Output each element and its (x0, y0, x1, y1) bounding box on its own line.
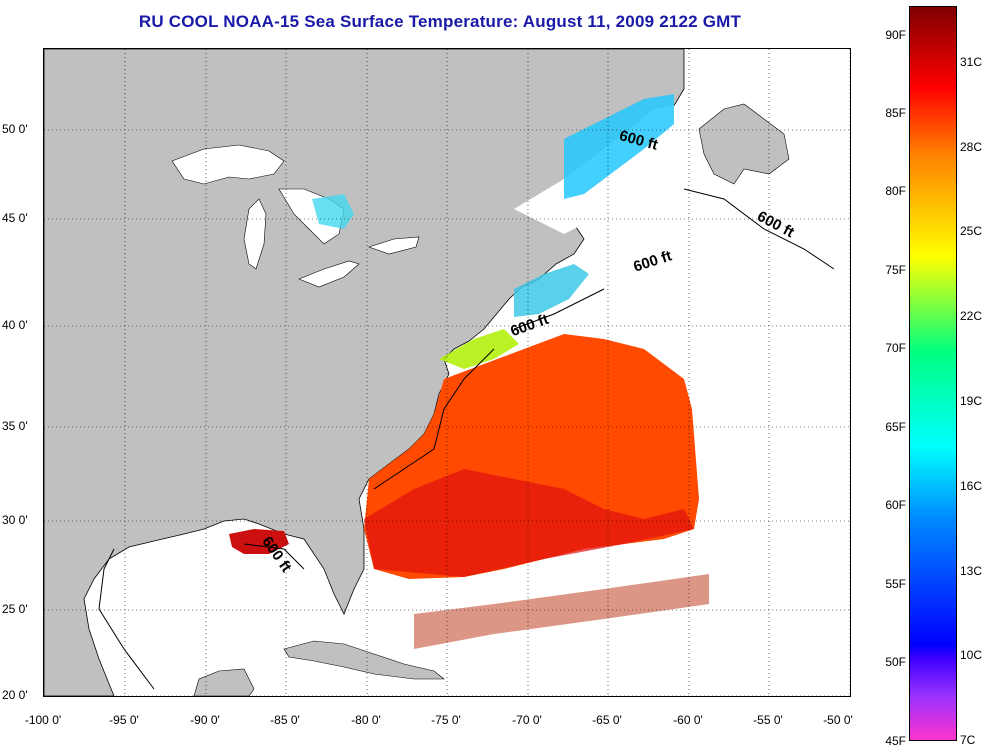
cuba-island (283, 640, 445, 680)
newfoundland (698, 103, 790, 185)
colorbar-c-label: 16C (960, 479, 983, 493)
colorbar-f-label: 45F (885, 734, 906, 748)
lon-label: -80 0' (351, 713, 381, 727)
midatlantic-sst (439, 329, 519, 369)
lon-label: -85 0' (270, 713, 300, 727)
lat-label: 40 0' (2, 318, 28, 332)
colorbar-f-label: 75F (885, 263, 906, 277)
colorbar-f-label: 70F (885, 341, 906, 355)
colorbar-c-label: 10C (960, 648, 983, 662)
sst-map[interactable] (43, 48, 851, 697)
lon-label: -70 0' (512, 713, 542, 727)
map-title: RU COOL NOAA-15 Sea Surface Temperature:… (138, 12, 742, 31)
colorbar-c-label: 28C (960, 140, 983, 154)
lon-label: -55 0' (753, 713, 783, 727)
warm-sst-core (364, 469, 694, 577)
yucatan (193, 668, 255, 696)
lon-label: -50 0' (823, 713, 853, 727)
colorbar-f-label: 80F (885, 184, 906, 198)
lake-erie (298, 260, 360, 288)
colorbar-c-label: 25C (960, 224, 983, 238)
lon-label: -75 0' (431, 713, 461, 727)
cool-lake-sst (312, 194, 354, 229)
lon-label: -60 0' (673, 713, 703, 727)
temperature-colorbar (909, 6, 957, 741)
colorbar-f-label: 90F (885, 28, 906, 42)
lat-label: 35 0' (2, 419, 28, 433)
orbit-stripe (414, 574, 709, 649)
lake-ontario (368, 236, 420, 255)
lon-label: -90 0' (190, 713, 220, 727)
colorbar-f-label: 85F (885, 106, 906, 120)
colorbar-f-label: 65F (885, 420, 906, 434)
colorbar-c-label: 22C (960, 309, 983, 323)
lon-label: -100 0' (24, 713, 62, 727)
colorbar-c-label: 7C (960, 733, 976, 747)
shelf-sst (514, 264, 589, 317)
lake-michigan (243, 198, 267, 270)
colorbar-f-label: 50F (885, 655, 906, 669)
lat-label: 45 0' (2, 211, 28, 225)
lake-superior (171, 144, 285, 185)
colorbar-f-label: 60F (885, 498, 906, 512)
colorbar-c-label: 31C (960, 55, 983, 69)
cool-sst-band (564, 94, 674, 199)
lat-label: 25 0' (2, 602, 28, 616)
lat-label: 50 0' (2, 122, 28, 136)
lat-label: 20 0' (2, 688, 28, 702)
lat-label: 30 0' (2, 513, 28, 527)
600ft-contour (98, 188, 835, 690)
map-canvas (44, 49, 850, 696)
colorbar-f-label: 55F (885, 577, 906, 591)
colorbar-c-label: 19C (960, 394, 983, 408)
colorbar-c-label: 13C (960, 564, 983, 578)
lon-label: -95 0' (109, 713, 139, 727)
lon-label: -65 0' (592, 713, 622, 727)
